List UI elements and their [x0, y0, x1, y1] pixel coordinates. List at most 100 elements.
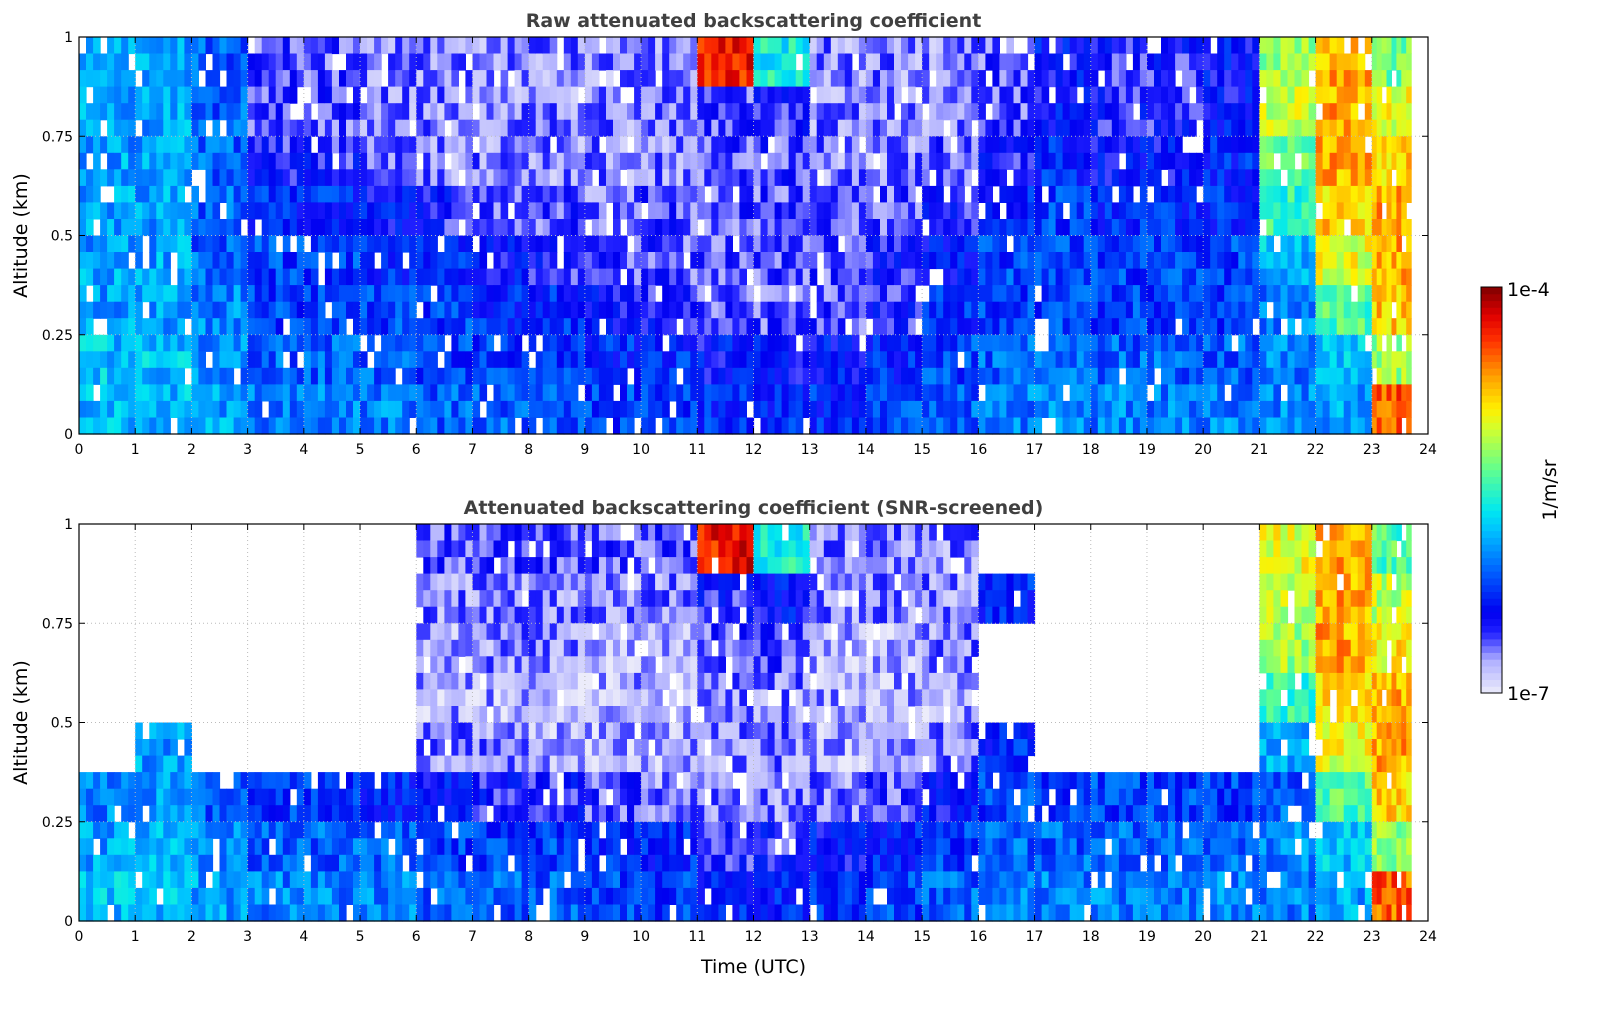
heatmap-cell: [283, 37, 291, 54]
heatmap-cell: [121, 269, 129, 286]
heatmap-cell: [1259, 70, 1267, 87]
heatmap-cell: [522, 87, 530, 104]
heatmap-cell: [1377, 541, 1383, 558]
heatmap-cell: [817, 607, 825, 624]
heatmap-cell: [564, 285, 572, 302]
heatmap-cell: [494, 418, 502, 435]
heatmap-cell: [747, 70, 755, 87]
heatmap-cell: [353, 269, 361, 286]
heatmap-cell: [86, 401, 94, 418]
heatmap-cell: [908, 574, 916, 591]
heatmap-cell: [170, 37, 178, 54]
heatmap-cell: [1344, 186, 1352, 203]
heatmap-cell: [1028, 87, 1036, 104]
heatmap-cell: [1021, 120, 1029, 137]
heatmap-cell: [395, 103, 403, 120]
heatmap-cell: [255, 368, 263, 385]
heatmap-cell: [1344, 557, 1352, 574]
heatmap-cell: [107, 103, 115, 120]
heatmap-cell: [332, 169, 340, 186]
heatmap-cell: [1281, 70, 1289, 87]
heatmap-cell: [768, 574, 776, 591]
heatmap-cell: [782, 302, 790, 319]
heatmap-cell: [915, 557, 923, 574]
heatmap-cell: [690, 557, 698, 574]
heatmap-cell: [1049, 285, 1057, 302]
heatmap-cell: [1147, 351, 1155, 368]
heatmap-cell: [775, 590, 783, 607]
heatmap-cell: [1182, 153, 1190, 170]
heatmap-cell: [859, 120, 867, 137]
heatmap-cell: [142, 136, 150, 153]
heatmap-cell: [754, 541, 762, 558]
heatmap-cell: [620, 37, 628, 54]
heatmap-cell: [121, 70, 129, 87]
heatmap-cell: [536, 120, 544, 137]
heatmap-cell: [536, 70, 544, 87]
heatmap-cell: [1112, 70, 1120, 87]
heatmap-cell: [402, 285, 410, 302]
heatmap-cell: [297, 401, 305, 418]
heatmap-cell: [831, 153, 839, 170]
heatmap-cell: [543, 202, 551, 219]
heatmap-cell: [402, 169, 410, 186]
heatmap-cell: [845, 87, 853, 104]
heatmap-cell: [627, 401, 635, 418]
heatmap-cell: [557, 418, 565, 435]
heatmap-cell: [894, 384, 902, 401]
heatmap-cell: [1203, 351, 1211, 368]
heatmap-cell: [381, 153, 389, 170]
heatmap-cell: [1358, 87, 1366, 104]
heatmap-cell: [873, 252, 881, 269]
heatmap-cell: [929, 574, 937, 591]
heatmap-cell: [128, 269, 136, 286]
heatmap-cell: [599, 186, 607, 203]
heatmap-cell: [978, 269, 986, 286]
heatmap-cell: [93, 202, 101, 219]
heatmap-cell: [676, 590, 684, 607]
heatmap-cell: [978, 219, 986, 236]
heatmap-cell: [1377, 87, 1383, 104]
heatmap-cell: [725, 418, 733, 435]
heatmap-cell: [248, 302, 256, 319]
heatmap-cell: [353, 54, 361, 71]
heatmap-cell: [1119, 302, 1127, 319]
heatmap-cell: [128, 418, 136, 435]
heatmap-cell: [782, 202, 790, 219]
heatmap-cell: [578, 120, 586, 137]
heatmap-cell: [409, 384, 417, 401]
heatmap-cell: [1035, 418, 1043, 435]
heatmap-cell: [170, 202, 178, 219]
heatmap-cell: [1210, 103, 1218, 120]
heatmap-cell: [718, 186, 726, 203]
heatmap-cell: [718, 541, 726, 558]
heatmap-cell: [768, 335, 776, 352]
heatmap-cell: [662, 120, 670, 137]
heatmap-cell: [1077, 418, 1085, 435]
heatmap-cell: [690, 302, 698, 319]
heatmap-cell: [880, 384, 888, 401]
heatmap-cell: [718, 136, 726, 153]
heatmap-cell: [690, 524, 698, 541]
heatmap-cell: [669, 607, 677, 624]
heatmap-cell: [395, 186, 403, 203]
heatmap-cell: [901, 368, 909, 385]
heatmap-cell: [796, 219, 804, 236]
heatmap-cell: [198, 87, 206, 104]
heatmap-cell: [571, 607, 579, 624]
heatmap-cell: [1259, 335, 1267, 352]
heatmap-cell: [1028, 136, 1036, 153]
heatmap-cell: [206, 236, 214, 253]
heatmap-cell: [255, 136, 263, 153]
heatmap-cell: [1295, 351, 1303, 368]
heatmap-cell: [437, 302, 445, 319]
heatmap-cell: [1203, 120, 1211, 137]
heatmap-cell: [1196, 87, 1204, 104]
heatmap-cell: [1288, 269, 1296, 286]
heatmap-cell: [1337, 186, 1345, 203]
heatmap-cell: [859, 70, 867, 87]
heatmap-cell: [346, 202, 354, 219]
heatmap-cell: [1382, 384, 1388, 401]
heatmap-cell: [220, 136, 228, 153]
heatmap-cell: [423, 384, 431, 401]
